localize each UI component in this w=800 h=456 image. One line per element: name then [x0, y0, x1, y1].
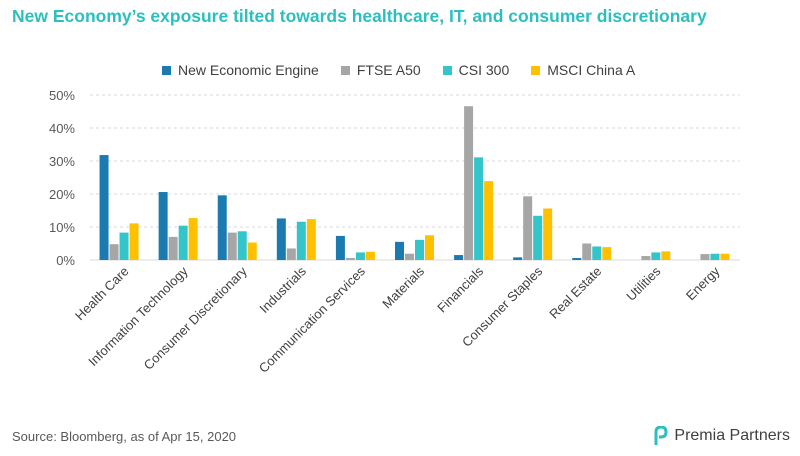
bar: [710, 253, 720, 260]
source-note: Source: Bloomberg, as of Apr 15, 2020: [12, 429, 237, 444]
chart-title: New Economy’s exposure tilted towards he…: [12, 6, 707, 26]
x-tick-label: Consumer Discretionary: [141, 263, 251, 373]
legend-label: MSCI China A: [547, 62, 636, 78]
bar: [217, 195, 227, 260]
bar: [168, 236, 178, 260]
bar: [296, 221, 306, 260]
y-tick-label: 10%: [49, 220, 75, 235]
bar: [651, 252, 661, 260]
logo-text: Premia Partners: [674, 427, 790, 444]
legend-label: FTSE A50: [356, 62, 421, 78]
bar: [247, 242, 257, 260]
bar: [572, 258, 582, 260]
bar: [286, 248, 296, 260]
x-tick-label: Materials: [379, 263, 427, 311]
x-tick-label: Utilities: [623, 263, 664, 304]
x-tick-label: Energy: [683, 263, 723, 303]
bar: [237, 231, 247, 260]
x-tick-label: Health Care: [72, 264, 132, 324]
bar: [454, 255, 464, 260]
legend-item-msci-china-a: MSCI China A: [531, 62, 635, 78]
bar: [464, 106, 474, 260]
bar: [335, 235, 345, 260]
bar: [276, 218, 286, 260]
bar: [345, 258, 355, 260]
legend-swatch: [442, 65, 452, 75]
bar: [661, 251, 671, 260]
bar: [582, 243, 592, 260]
bar: [109, 244, 119, 260]
x-tick-label: Information Technology: [85, 263, 191, 369]
x-tick-label: Industrials: [256, 263, 309, 316]
legend-swatch: [531, 65, 541, 75]
bar: [484, 181, 494, 260]
legend-item-new-economic-engine: New Economic Engine: [162, 62, 319, 78]
legend-swatch: [162, 65, 171, 75]
bar: [405, 253, 414, 260]
bar: [523, 196, 533, 260]
bar: [513, 257, 523, 260]
bar: [474, 157, 484, 260]
bar: [188, 218, 198, 260]
bar: [178, 225, 188, 260]
bar: [425, 235, 434, 260]
x-tick-label: Communication Services: [256, 263, 369, 376]
x-tick-label: Financials: [434, 263, 486, 315]
legend-item-csi-300: CSI 300: [442, 62, 510, 78]
y-tick-label: 0%: [56, 253, 75, 268]
x-tick-label: Real Estate: [546, 264, 604, 322]
bar: [306, 219, 316, 260]
legend: New Economic Engine FTSE A50 CSI 300 MSC…: [162, 62, 635, 78]
bar: [395, 241, 404, 260]
bar: [533, 215, 543, 260]
bar: [119, 232, 129, 260]
bar: [543, 208, 553, 260]
y-tick-label: 20%: [49, 187, 75, 202]
bar: [129, 223, 139, 260]
legend-label: CSI 300: [458, 62, 510, 78]
logo-icon: [654, 426, 668, 445]
bar: [720, 253, 730, 260]
bar: [99, 155, 109, 260]
bar: [700, 254, 710, 260]
bar: [365, 251, 375, 260]
bar: [592, 246, 602, 260]
bar: [355, 252, 365, 260]
bar: [158, 192, 168, 260]
legend-label: New Economic Engine: [178, 62, 319, 78]
bar: [415, 239, 424, 260]
bar: [227, 232, 237, 260]
bar: [602, 247, 612, 260]
y-tick-label: 30%: [49, 154, 75, 169]
legend-swatch: [340, 65, 350, 75]
legend-item-ftse-a50: FTSE A50: [340, 62, 421, 78]
premia-partners-logo: Premia Partners: [652, 426, 790, 446]
y-tick-label: 40%: [49, 121, 75, 136]
y-tick-label: 50%: [49, 88, 75, 103]
bar: [641, 256, 651, 260]
